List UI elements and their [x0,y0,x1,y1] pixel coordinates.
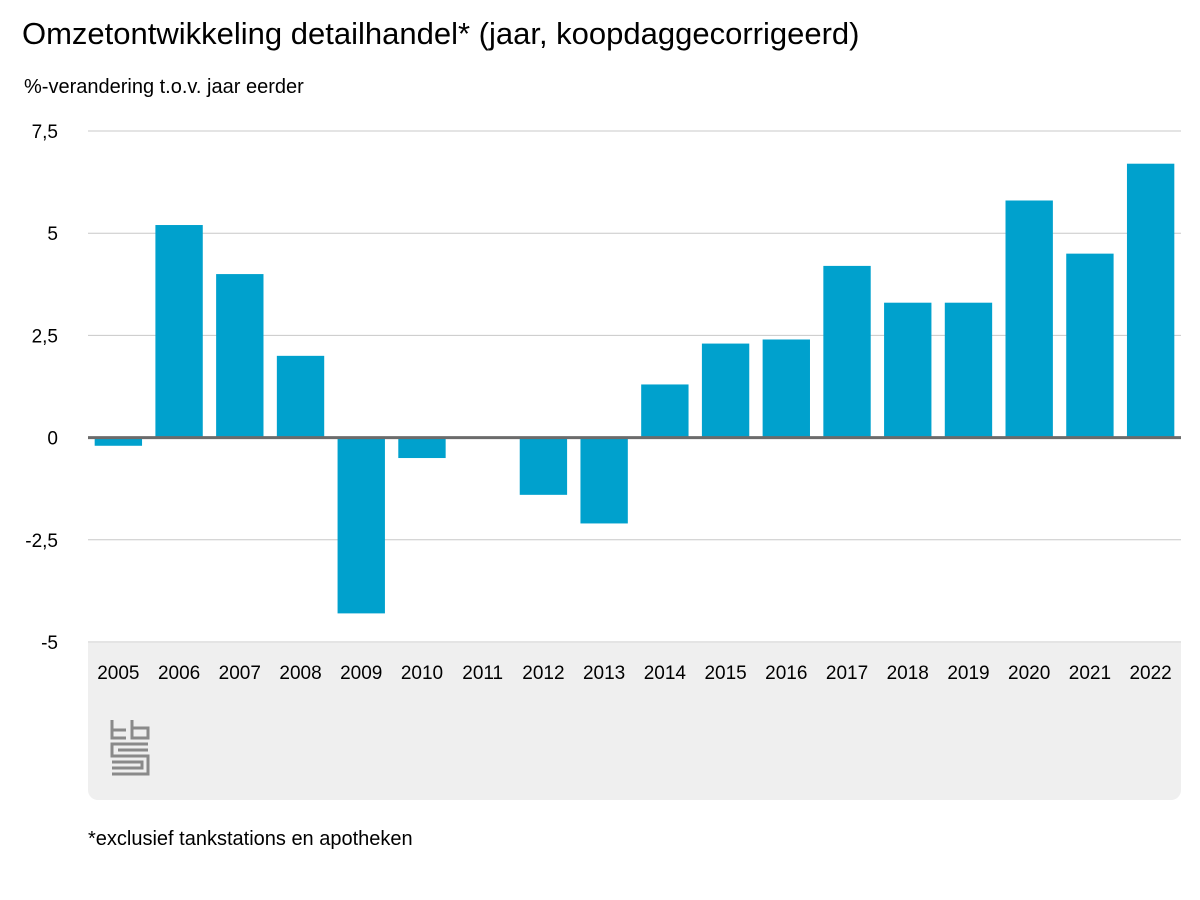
bar-2022 [1126,163,1175,438]
x-tick-label: 2012 [522,663,564,684]
bar-2016 [762,339,810,438]
y-axis-label: %-verandering t.o.v. jaar eerder [24,76,304,98]
bar-2008 [276,355,325,438]
bar-2007 [216,274,264,438]
footnote: *exclusief tankstations en apotheken [88,828,413,850]
x-tick-label: 2020 [1008,663,1050,684]
bar-2017 [823,265,871,438]
bar-chart: 7,5 5 2,5 0 -2,5 -5 2005 2006 2007 2008 2009 2010 20… [25,122,1181,684]
bar-2005 [94,437,143,446]
x-tick-label: 2007 [219,663,261,684]
y-tick-label: 7,5 [32,122,58,143]
bar-2014 [641,384,689,438]
bar-2015 [701,343,750,438]
x-tick-label: 2008 [279,663,321,684]
y-tick-label: -5 [41,633,58,654]
bar-2013 [580,437,628,524]
y-tick-label: 5 [47,224,58,245]
y-tick-label: 0 [47,429,58,450]
x-tick-label: 2021 [1069,663,1111,684]
x-tick-label: 2006 [158,663,200,684]
y-tick-label: 2,5 [32,326,58,347]
bar-2012 [519,437,568,495]
x-tick-label: 2016 [765,663,807,684]
x-tick-label: 2022 [1129,663,1171,684]
x-tick-label: 2009 [340,663,382,684]
x-tick-label: 2014 [644,663,687,684]
chart-title: Omzetontwikkeling detailhandel* (jaar, k… [22,16,860,51]
x-tick-label: 2005 [97,663,139,684]
footer-band [88,643,1181,800]
cbs-logo [110,720,150,776]
bar-2020 [1005,200,1053,438]
y-tick-label: -2,5 [25,531,58,552]
x-tick-label: 2013 [583,663,625,684]
x-tick-label: 2011 [462,663,503,684]
bar-2019 [944,302,993,438]
x-tick-label: 2019 [947,663,989,684]
x-tick-label: 2017 [826,663,868,684]
bar-2010 [398,437,446,459]
x-tick-label: 2018 [887,663,929,684]
bar-2006 [155,225,203,438]
x-tick-label: 2010 [401,663,443,684]
bar-2018 [884,302,932,438]
x-tick-label: 2015 [704,663,746,684]
bar-2009 [337,437,385,614]
bar-2021 [1066,253,1114,438]
